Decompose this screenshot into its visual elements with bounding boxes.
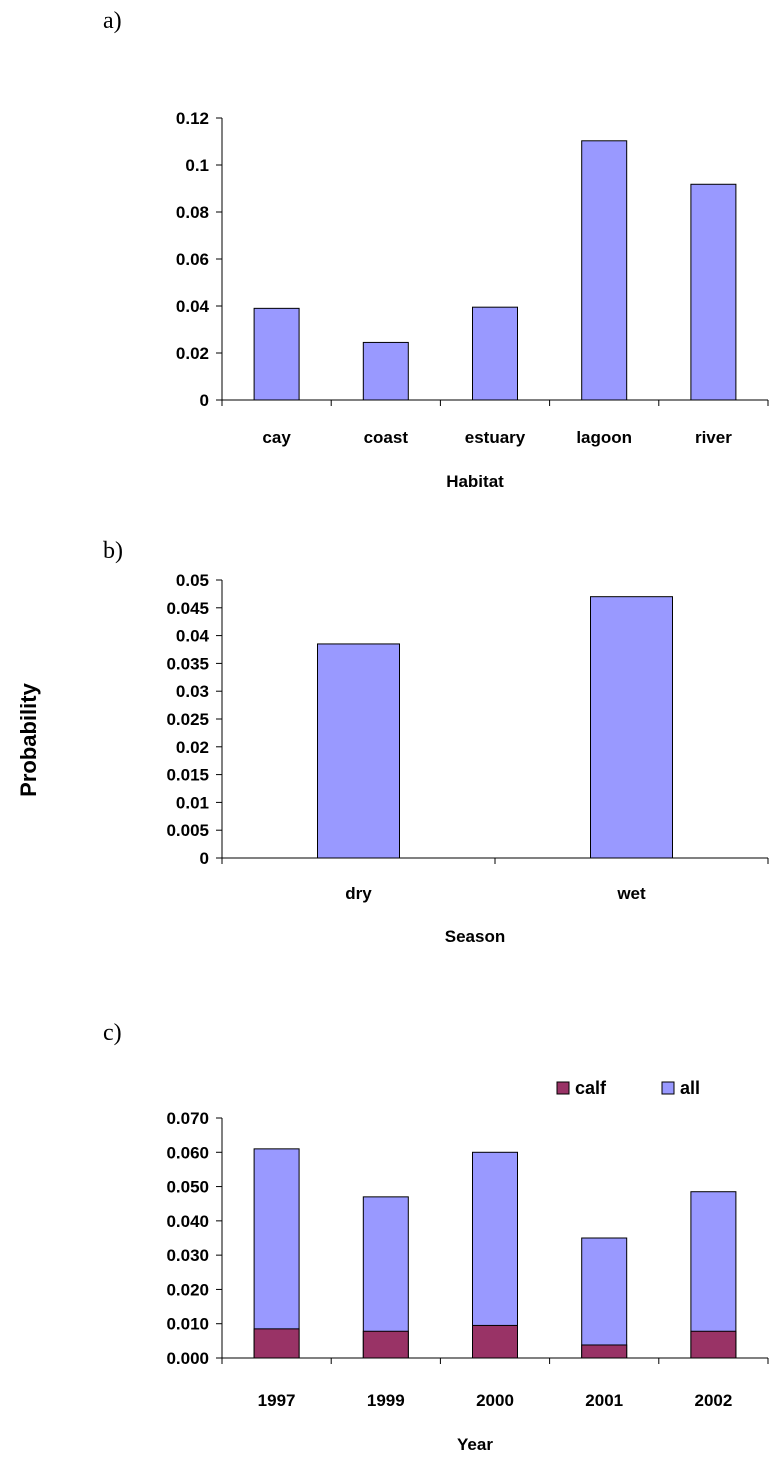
bar xyxy=(581,140,628,401)
legend: calf all xyxy=(556,1078,700,1098)
y-tick-label: 0.06 xyxy=(176,250,209,269)
y-tick-label: 0.02 xyxy=(176,344,209,363)
x-tick-label: estuary xyxy=(465,428,526,447)
y-tick-label: 0.01 xyxy=(176,793,209,812)
x-tick-label: wet xyxy=(616,884,646,903)
y-tick-label: 0.060 xyxy=(166,1143,209,1162)
x-tick-label: 1999 xyxy=(367,1391,405,1410)
bar-all xyxy=(581,1237,628,1359)
y-tick-label: 0.1 xyxy=(185,156,209,175)
bar-all xyxy=(253,1148,300,1359)
bar-all xyxy=(690,1191,737,1359)
y-tick-label: 0.08 xyxy=(176,203,209,222)
y-tick-label: 0.035 xyxy=(166,654,209,673)
bar-calf xyxy=(690,1330,737,1359)
y-tick-label: 0.04 xyxy=(176,627,210,646)
y-tick-label: 0.005 xyxy=(166,821,209,840)
bar-calf xyxy=(472,1324,518,1359)
x-tick-label: 2001 xyxy=(585,1391,623,1410)
chart-habitat: a) 0 0.02 0.04 0.06 0.08 0.1 0.12 cay coast estuar… xyxy=(103,8,769,491)
legend-label: calf xyxy=(575,1078,607,1098)
bar xyxy=(253,307,300,401)
bar-calf xyxy=(362,1330,409,1359)
y-tick-label: 0.02 xyxy=(176,738,209,757)
bar xyxy=(472,306,518,401)
legend-swatch xyxy=(661,1081,675,1095)
y-tick-label: 0.020 xyxy=(166,1280,209,1299)
panel-label: b) xyxy=(103,538,123,564)
y-tick-label: 0.12 xyxy=(176,109,209,128)
x-tick-label: cay xyxy=(262,428,291,447)
x-tick-label: river xyxy=(695,428,732,447)
bar-calf xyxy=(253,1328,300,1359)
y-tick-label: 0.04 xyxy=(176,297,210,316)
x-tick-label: lagoon xyxy=(576,428,632,447)
y-tick-label: 0.040 xyxy=(166,1212,209,1231)
y-tick-label: 0.000 xyxy=(166,1349,209,1368)
x-axis-title: Habitat xyxy=(446,472,504,491)
y-tick-label: 0.030 xyxy=(166,1246,209,1265)
y-tick-label: 0.070 xyxy=(166,1109,209,1128)
y-tick-label: 0.025 xyxy=(166,710,209,729)
x-tick-label: 2000 xyxy=(476,1391,514,1410)
chart-year: c) 0.000 0.010 0.020 0.030 0.040 0.050 0.060 0.0… xyxy=(103,1020,769,1454)
legend-swatch xyxy=(556,1081,570,1095)
y-tick-label: 0.015 xyxy=(166,766,209,785)
x-axis-title: Year xyxy=(457,1435,493,1454)
bar-calf xyxy=(581,1344,628,1359)
chart-season: b) 0 0.005 0.01 0.015 0.02 0.025 0.03 0.035 0.04 0… xyxy=(103,538,769,946)
bar-all xyxy=(472,1151,518,1359)
panel-label: c) xyxy=(103,1020,122,1046)
bar xyxy=(362,341,409,401)
bar xyxy=(317,643,400,859)
x-tick-label: 2002 xyxy=(694,1391,732,1410)
y-axis-title: Probability xyxy=(16,682,41,796)
y-tick-label: 0 xyxy=(200,391,209,410)
x-tick-label: coast xyxy=(364,428,409,447)
x-tick-label: 1997 xyxy=(258,1391,296,1410)
x-axis-title: Season xyxy=(445,927,505,946)
legend-label: all xyxy=(680,1078,700,1098)
y-tick-label: 0 xyxy=(200,849,209,868)
y-tick-label: 0.05 xyxy=(176,571,209,590)
bar xyxy=(690,183,737,401)
y-tick-label: 0.03 xyxy=(176,682,209,701)
bar xyxy=(590,596,673,859)
panel-label: a) xyxy=(103,8,122,34)
y-tick-label: 0.050 xyxy=(166,1178,209,1197)
y-tick-label: 0.010 xyxy=(166,1315,209,1334)
x-tick-label: dry xyxy=(345,884,372,903)
y-tick-label: 0.045 xyxy=(166,599,209,618)
